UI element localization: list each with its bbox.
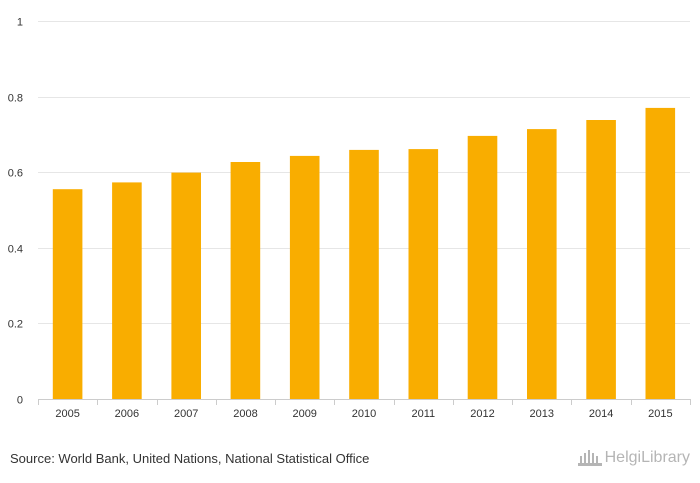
x-tick-label: 2014 bbox=[589, 408, 613, 420]
bar-2006 bbox=[112, 182, 142, 399]
library-building-icon bbox=[577, 450, 602, 466]
x-tick-label: 2011 bbox=[411, 408, 435, 420]
y-tick-label: 0.4 bbox=[8, 244, 23, 256]
bar-2011 bbox=[408, 149, 439, 399]
bar-2015 bbox=[645, 107, 676, 400]
x-tick-label: 2015 bbox=[648, 408, 672, 420]
brand-name: HelgiLibrary bbox=[604, 449, 690, 466]
x-tick-label: 2007 bbox=[174, 408, 198, 420]
y-tick-label: 0.2 bbox=[8, 319, 23, 331]
bar-2014 bbox=[586, 120, 616, 399]
y-tick-label: 0.6 bbox=[8, 168, 23, 180]
x-tick-label: 2013 bbox=[530, 408, 554, 420]
bar-2012 bbox=[467, 135, 498, 399]
x-tick-label: 2012 bbox=[470, 408, 494, 420]
bar-2005 bbox=[52, 189, 83, 399]
source-note: Source: World Bank, United Nations, Nati… bbox=[10, 451, 370, 466]
x-tick-label: 2008 bbox=[233, 408, 257, 420]
bar-chart: 00.20.40.60.81 2005 2006 2007 2008 2009 2010 2… bbox=[8, 17, 691, 420]
y-axis-labels: 0 0.2 0.4 0.6 0.8 1 bbox=[8, 17, 23, 407]
x-tick-label: 2005 bbox=[55, 408, 79, 420]
x-tick-label: 2010 bbox=[352, 408, 376, 420]
y-tick-label: 1 bbox=[17, 17, 23, 29]
x-axis: 2005 2006 2007 2008 2009 2010 2011 2012 2013 2014… bbox=[38, 399, 691, 420]
x-tick-label: 2009 bbox=[292, 408, 316, 420]
y-tick-label: 0 bbox=[17, 395, 23, 407]
y-tick-label: 0.8 bbox=[8, 93, 23, 105]
helgilibrary-logo: HelgiLibrary bbox=[577, 449, 690, 467]
bar-2007 bbox=[171, 172, 201, 399]
bar-2008 bbox=[230, 162, 261, 399]
bar-series bbox=[52, 107, 676, 400]
bar-2009 bbox=[289, 155, 320, 399]
x-tick-label: 2006 bbox=[115, 408, 139, 420]
bar-2010 bbox=[349, 149, 379, 399]
bar-2013 bbox=[527, 129, 557, 399]
